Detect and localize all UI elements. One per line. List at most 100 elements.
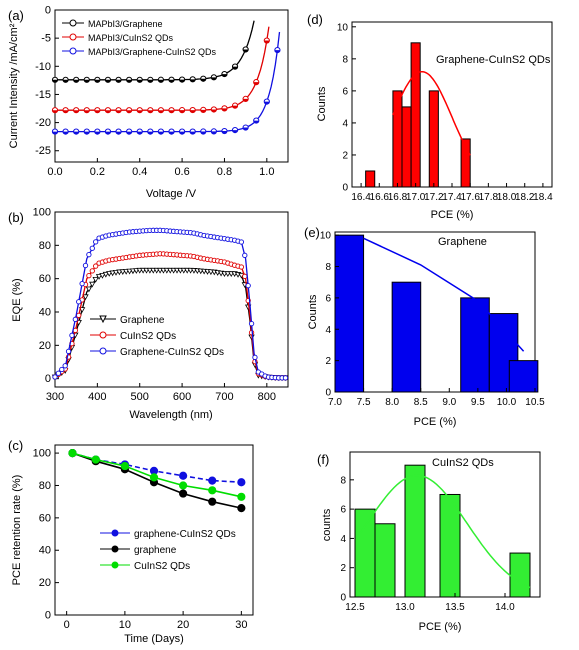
series-point-fill-1	[137, 110, 143, 113]
series-point-fill-1	[221, 108, 228, 111]
x-tick-label: 800	[258, 391, 276, 403]
series-point-fill-1	[105, 110, 111, 113]
panel-c-plot-frame	[54, 444, 254, 616]
series-point-fill-2	[52, 131, 58, 135]
series-point-1	[76, 312, 82, 319]
legend-marker-c-graphene-cuins2	[111, 529, 119, 537]
y-tick-label: 0	[340, 593, 346, 604]
panel-d-bars	[365, 42, 471, 188]
series-point-fill-2	[243, 127, 249, 131]
series-point-fill-1	[211, 109, 217, 113]
series-point-fill-2	[94, 131, 100, 135]
y-tick-label: 8	[325, 262, 331, 273]
series-point-fill-2	[274, 50, 281, 53]
histogram-bar	[404, 464, 426, 598]
series-point-fill-1	[73, 110, 79, 113]
series-point-2	[86, 252, 92, 258]
y-tick-label: 8	[340, 475, 346, 486]
panel-e: (e) 7.0 7.5 8.0 8.5 9.0 9.5 10.0 10.5 0 2 4 6 8 10 G…	[304, 225, 545, 428]
series-line-1	[54, 253, 288, 379]
series-point-1	[93, 263, 99, 269]
y-tick-label: 60	[39, 273, 51, 285]
x-tick-label: 14.0	[495, 602, 515, 613]
x-tick-label: 18.0	[497, 192, 517, 203]
y-tick-label: -15	[35, 89, 51, 101]
y-tick-label: 6	[342, 86, 348, 97]
y-tick-label: 80	[39, 480, 51, 492]
legend-marker-graphene	[69, 19, 77, 27]
histogram-bar	[439, 493, 461, 598]
x-tick-label: 9.0	[442, 397, 456, 408]
x-tick-label: 13.0	[395, 602, 415, 613]
series-point-0	[82, 294, 89, 301]
series-point-fill-1	[190, 110, 196, 113]
series-point-fill-0	[62, 79, 69, 83]
panel-e-fit	[363, 237, 525, 352]
panel-b: (b) 300 400 500 600 700 800 0 20 40 60 80 100 Wave…	[8, 207, 289, 421]
panel-f-x-ticks: 12.5 13.0 13.5 14.0	[345, 593, 515, 613]
series-point-2	[93, 239, 99, 245]
panel-a-series	[51, 20, 281, 135]
series-point-fill-1	[115, 110, 122, 113]
series-point-1	[238, 264, 245, 270]
series-point-2	[89, 245, 95, 251]
series-point-0	[106, 271, 113, 277]
series-point-2	[242, 252, 248, 258]
x-tick-label: 7.0	[328, 397, 342, 408]
series-point-2	[208, 486, 217, 495]
series-point-fill-1	[168, 110, 175, 113]
series-point-fill-0	[115, 79, 122, 83]
series-point-fill-1	[94, 110, 100, 113]
legend-label-graphene-cuins2: MAPbI3/Graphene-CuInS2 QDs	[88, 47, 217, 57]
panel-b-letter: (b)	[8, 210, 24, 225]
series-point-fill-1	[62, 110, 69, 113]
series-point-fill-1	[179, 110, 185, 113]
x-tick-label: 10	[119, 619, 131, 631]
x-tick-label: 16.4	[351, 192, 371, 203]
series-point-fill-2	[105, 131, 111, 135]
x-tick-label: 16.8	[388, 192, 408, 203]
series-point-fill-0	[126, 79, 132, 83]
series-point-fill-2	[200, 131, 206, 135]
panel-a-y-label: Current Intensity /mA/cm²	[8, 23, 20, 148]
legend-marker-b-cuins2	[99, 331, 107, 339]
panel-a-plot-frame	[54, 9, 289, 163]
series-point-2	[52, 374, 58, 380]
x-tick-label: 17.8	[479, 192, 499, 203]
x-tick-label: 0	[64, 619, 70, 631]
series-point-2	[245, 283, 251, 289]
panel-a-x-ticks: 0.0 0.2 0.4 0.6 0.8 1.0	[47, 158, 274, 178]
series-point-0	[112, 270, 120, 276]
series-line-2	[55, 31, 281, 133]
x-tick-label: 300	[46, 391, 64, 403]
series-point-0	[208, 476, 217, 485]
y-tick-label: 0	[342, 183, 348, 194]
y-tick-label: 60	[39, 512, 51, 524]
panel-f-y-label: counts	[321, 508, 333, 541]
histogram-bar	[365, 170, 376, 188]
x-tick-label: 17.4	[442, 192, 462, 203]
legend-marker-c-cuins2	[111, 561, 119, 569]
panel-d-title: Graphene-CuInS2 QDs	[436, 54, 551, 66]
series-point-0	[109, 270, 116, 277]
series-point-0	[89, 281, 96, 288]
series-point-fill-1	[126, 110, 132, 113]
series-point-2	[149, 473, 159, 482]
x-tick-label: 20	[177, 619, 189, 631]
panel-d-y-ticks: 0 2 4 6 8 10	[337, 22, 356, 194]
y-tick-label: 4	[325, 325, 331, 336]
series-point-fill-2	[84, 131, 90, 135]
legend-marker-b-graphene	[99, 315, 107, 324]
panel-c-letter: (c)	[8, 438, 23, 453]
series-point-2	[68, 448, 77, 458]
panel-f-x-label: PCE (%)	[419, 621, 462, 633]
series-point-fill-0	[243, 49, 249, 53]
series-point-fill-2	[168, 131, 175, 135]
y-tick-label: -10	[35, 61, 51, 73]
x-tick-label: 1.0	[259, 166, 274, 178]
y-tick-label: 80	[39, 240, 51, 252]
panel-c-y-label: PCE retention rate (%)	[11, 475, 23, 586]
series-point-2	[82, 262, 89, 269]
series-point-1	[89, 268, 95, 274]
